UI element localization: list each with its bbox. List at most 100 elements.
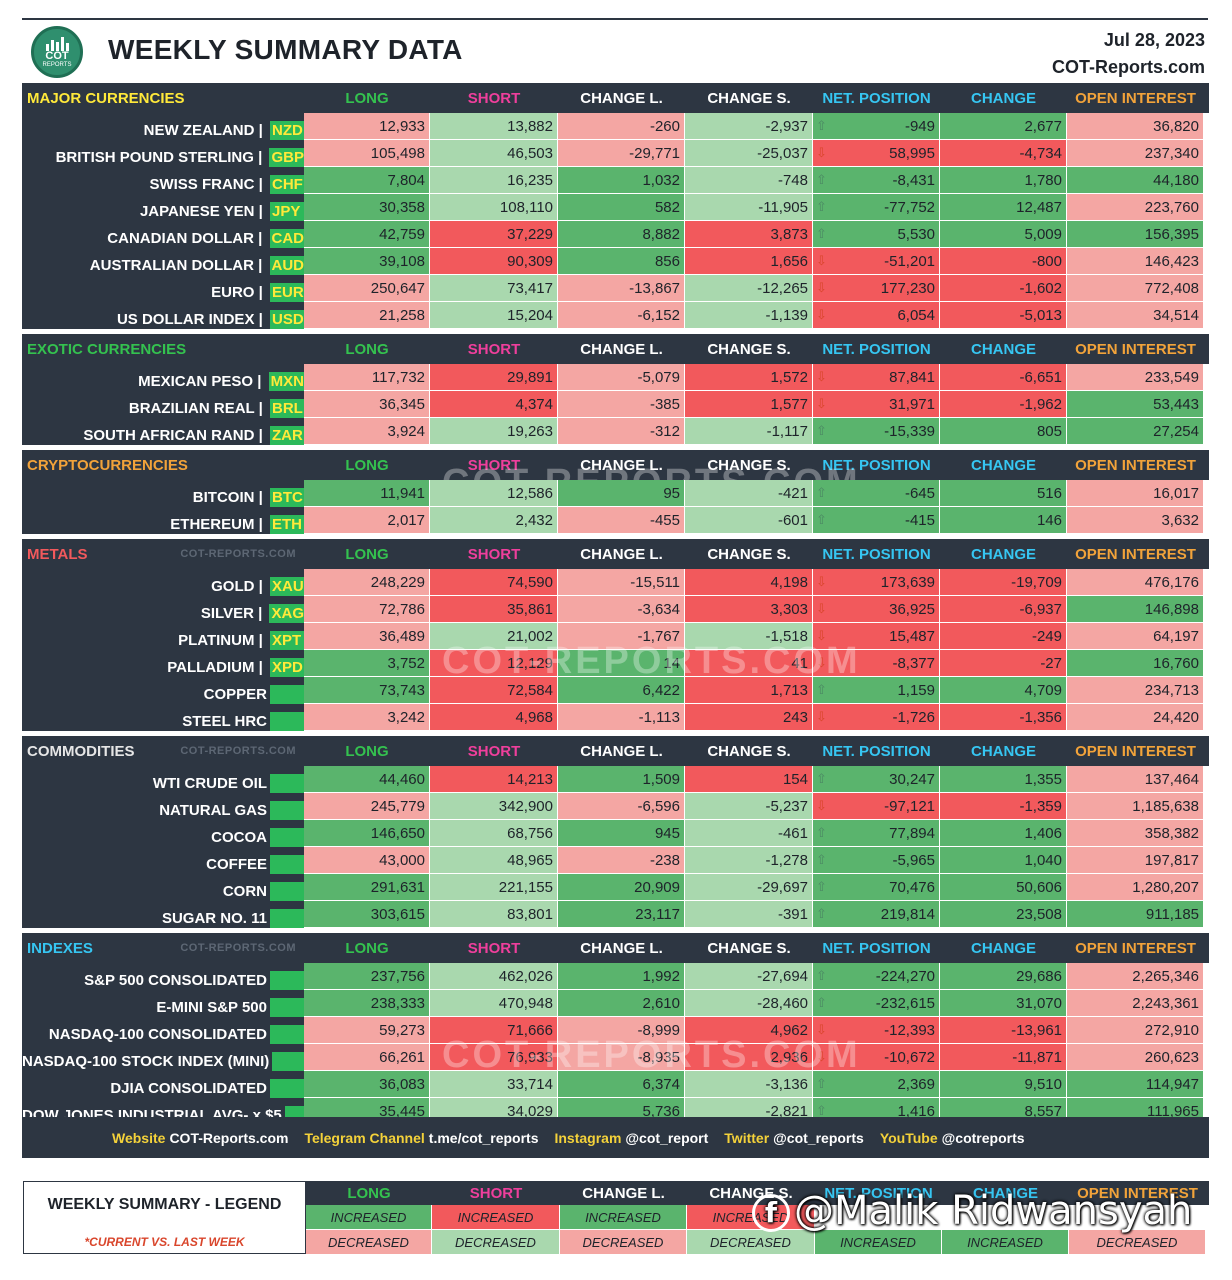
net-position-value: -415 xyxy=(904,512,935,529)
long-value: 43,000 xyxy=(379,852,425,869)
long-cell: 59,273 xyxy=(304,1017,430,1044)
change-s-value: -28,460 xyxy=(757,995,808,1012)
logo-subtext: REPORTS xyxy=(42,62,72,68)
legend-change-l-cell: INCREASED xyxy=(560,1205,687,1230)
ticker-separator: | xyxy=(254,659,267,676)
open-interest-value: 34,514 xyxy=(1153,307,1199,324)
short-cell: 46,503 xyxy=(430,140,558,167)
change-l-cell: -260 xyxy=(558,113,685,140)
change-value: 9,510 xyxy=(1024,1076,1062,1093)
change-value: -1,962 xyxy=(1019,396,1062,413)
long-cell: 2,017 xyxy=(304,507,430,534)
section-label: MAJOR CURRENCIES xyxy=(22,90,304,107)
change-cell: -1,359 xyxy=(940,793,1067,820)
change-cell: 23,508 xyxy=(940,901,1067,928)
long-value: 117,732 xyxy=(371,369,425,386)
open-interest-cell: 223,760 xyxy=(1067,194,1204,221)
long-cell: 11,941 xyxy=(304,480,430,507)
change-s-cell: 4,962 xyxy=(685,1017,813,1044)
change-l-cell: 8,882 xyxy=(558,221,685,248)
change-s-value: 243 xyxy=(782,709,808,726)
change-cell: 146 xyxy=(940,507,1067,534)
change-l-value: -260 xyxy=(649,118,680,135)
section-title: INDEXES xyxy=(27,939,93,957)
change-l-cell: 1,992 xyxy=(558,963,685,990)
change-s-cell: -25,037 xyxy=(685,140,813,167)
change-value: 1,780 xyxy=(1024,172,1062,189)
change-s-cell: 4,198 xyxy=(685,569,813,596)
change-l-value: 1,992 xyxy=(642,968,680,985)
change-l-value: 6,374 xyxy=(642,1076,680,1093)
ticker-separator: | xyxy=(254,516,267,533)
open-interest-value: 64,197 xyxy=(1153,628,1199,645)
change-s-value: -29,697 xyxy=(757,879,808,896)
footer-label: Instagram xyxy=(554,1129,622,1146)
footer-link[interactable]: @cotreports xyxy=(941,1129,1025,1146)
net-position-value: 173,639 xyxy=(880,574,935,591)
change-value: -6,651 xyxy=(1019,369,1062,386)
change-s-cell: 1,577 xyxy=(685,391,813,418)
ticker-separator: | xyxy=(253,149,267,166)
change-cell: -5,013 xyxy=(940,302,1067,329)
net-position-value: 87,841 xyxy=(889,369,935,386)
section-header-net-position: NET. POSITION xyxy=(822,89,931,107)
long-value: 7,804 xyxy=(387,172,425,189)
change-l-value: 95 xyxy=(663,485,680,502)
change-l-value: -3,634 xyxy=(637,601,680,618)
open-interest-cell: 233,549 xyxy=(1067,364,1204,391)
footer-link[interactable]: @cot_reports xyxy=(773,1129,864,1146)
ticker-separator: | xyxy=(254,284,267,301)
table-row: PLATINUM | XPT 36,489 21,002 -1,767 -1,518 ⇩ 1… xyxy=(22,623,1209,650)
net-position-value: -12,393 xyxy=(884,1022,935,1039)
arrow-up-icon: ⇧ xyxy=(816,512,827,527)
short-value: 46,503 xyxy=(507,145,553,162)
open-interest-value: 772,408 xyxy=(1144,280,1199,297)
open-interest-cell: 1,185,638 xyxy=(1067,793,1204,820)
long-cell: 44,460 xyxy=(304,766,430,793)
change-s-cell: -461 xyxy=(685,820,813,847)
section-header-short: SHORT xyxy=(467,742,521,760)
short-value: 83,801 xyxy=(507,906,553,923)
arrow-down-icon: ⇩ xyxy=(816,280,827,295)
table-row: BRITISH POUND STERLING | GBP 105,498 46,50… xyxy=(22,140,1209,167)
change-s-cell: -421 xyxy=(685,480,813,507)
footer-link[interactable]: COT-Reports.com xyxy=(169,1129,289,1146)
change-s-value: 4,198 xyxy=(770,574,808,591)
ticker-symbol: AUD xyxy=(269,256,304,275)
arrow-down-icon: ⇩ xyxy=(816,369,827,384)
change-cell: 31,070 xyxy=(940,990,1067,1017)
arrow-up-icon: ⇧ xyxy=(816,485,827,500)
ticker-cell xyxy=(272,1052,304,1071)
change-s-value: -421 xyxy=(777,485,808,502)
change-l-cell: -8,935 xyxy=(558,1044,685,1071)
arrow-down-icon: ⇩ xyxy=(816,1022,827,1037)
net-position-cell: ⇧ -77,752 xyxy=(813,194,940,221)
change-s-value: 1,713 xyxy=(770,682,808,699)
change-s-cell: -27,694 xyxy=(685,963,813,990)
instrument-name: STEEL HRC xyxy=(22,704,304,731)
change-l-value: -385 xyxy=(649,396,680,413)
footer-label: YouTube xyxy=(879,1129,938,1146)
net-position-cell: ⇧ -645 xyxy=(813,480,940,507)
change-value: -5,013 xyxy=(1019,307,1062,324)
instrument-name: CORN xyxy=(22,874,304,901)
open-interest-cell: 156,395 xyxy=(1067,221,1204,248)
ticker-cell xyxy=(270,1025,304,1044)
long-value: 248,229 xyxy=(370,574,425,591)
footer-link[interactable]: t.me/cot_reports xyxy=(428,1129,539,1146)
section-header-change: CHANGE xyxy=(970,742,1036,760)
footer-link[interactable]: @cot_report xyxy=(625,1129,709,1146)
change-s-cell: -2,937 xyxy=(685,113,813,140)
long-cell: 291,631 xyxy=(304,874,430,901)
long-value: 2,017 xyxy=(387,512,425,529)
arrow-up-icon: ⇧ xyxy=(816,771,827,786)
open-interest-cell: 272,910 xyxy=(1067,1017,1204,1044)
short-cell: 12,586 xyxy=(430,480,558,507)
legend-long-cell: DECREASED xyxy=(306,1230,432,1255)
net-position-value: -5,965 xyxy=(892,852,935,869)
long-value: 250,647 xyxy=(370,280,425,297)
short-value: 470,948 xyxy=(498,995,553,1012)
net-position-cell: ⇧ -5,965 xyxy=(813,847,940,874)
open-interest-value: 146,898 xyxy=(1144,601,1199,618)
legend-header-long: LONG xyxy=(347,1184,391,1202)
